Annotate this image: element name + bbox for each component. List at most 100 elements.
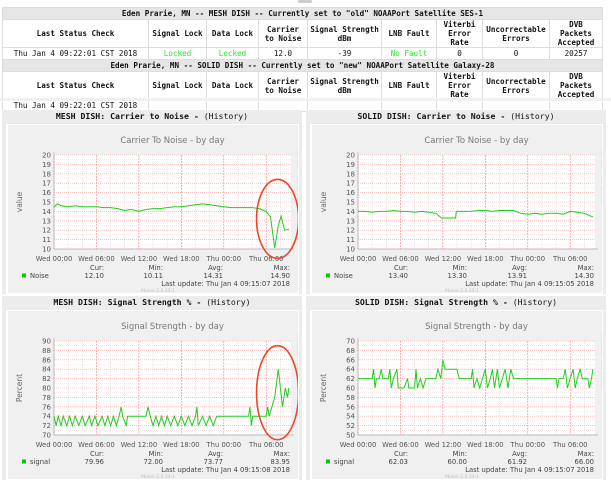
stat-label-cur: Cur: xyxy=(394,450,408,458)
column-header: Signal Strength dBm xyxy=(307,19,382,48)
x-tick-label: Wed 06:00 xyxy=(78,441,115,449)
rrdtool-watermark: RRDTOOL / TOBI OETIKER xyxy=(599,333,602,391)
stat-value-cur: 12.10 xyxy=(85,272,104,280)
stat-label-min: Min: xyxy=(453,264,467,272)
x-tick-label: Wed 00:00 xyxy=(340,441,377,449)
stat-value-max: 83.95 xyxy=(271,458,290,466)
column-header: Carrier to Noise xyxy=(258,19,308,48)
y-tick-label: 62 xyxy=(346,375,355,383)
y-tick-label: 50 xyxy=(346,432,355,440)
y-tick-label: 15 xyxy=(346,199,355,207)
y-tick-label: 68 xyxy=(346,347,355,355)
y-tick-label: 84 xyxy=(42,366,51,374)
x-tick-label: Thu 00:00 xyxy=(510,255,546,263)
legend-swatch xyxy=(326,273,330,278)
y-tick-label: 15 xyxy=(42,199,51,207)
x-tick-label: Thu 00:00 xyxy=(206,441,242,449)
x-tick-label: Wed 06:00 xyxy=(382,441,419,449)
last-update: Last update: Thu Jan 4 09:15:05 2018 xyxy=(465,280,594,288)
x-tick-label: Thu 00:00 xyxy=(510,441,546,449)
stat-value-min: 60.00 xyxy=(448,458,467,466)
stat-value-max: 66.00 xyxy=(575,458,594,466)
y-tick-label: 70 xyxy=(346,338,355,346)
legend-label: Noise xyxy=(30,272,49,280)
y-tick-label: 12 xyxy=(42,227,51,235)
y-tick-label: 16 xyxy=(346,189,355,197)
y-tick-label: 10 xyxy=(346,246,355,254)
column-header: Viterbi Error Rate xyxy=(436,71,483,100)
column-header: Data Lock xyxy=(206,71,259,100)
history-link[interactable]: (History) xyxy=(206,297,251,307)
chart-title: Carrier To Noise - by day xyxy=(424,136,528,146)
rrdtool-watermark: RRDTOOL / TOBI OETIKER xyxy=(295,333,298,391)
status-cell: 20257 xyxy=(549,47,603,60)
history-link[interactable]: (History) xyxy=(203,111,249,121)
chart-title: Signal Strength - by day xyxy=(425,322,528,332)
x-tick-label: Wed 12:00 xyxy=(425,441,462,449)
column-header: Last Status Check xyxy=(2,19,149,48)
y-tick-label: 64 xyxy=(346,366,355,374)
column-header: Uncorrectable Errors xyxy=(482,19,550,48)
history-link[interactable]: (History) xyxy=(512,297,558,307)
stat-label-cur: Cur: xyxy=(394,264,408,272)
history-link[interactable]: (History) xyxy=(510,111,555,121)
y-tick-label: 19 xyxy=(346,161,355,169)
stat-label-avg: Avg: xyxy=(208,264,223,272)
series-line-signal xyxy=(358,359,594,390)
column-header: Signal Lock xyxy=(148,19,207,48)
status-cell: -39 xyxy=(307,47,382,60)
column-header: Viterbi Error Rate xyxy=(436,19,483,48)
y-tick-label: 11 xyxy=(42,236,51,244)
y-tick-label: 20 xyxy=(346,152,355,160)
stat-value-min: 10.11 xyxy=(144,272,163,280)
graph-image[interactable]: 10 11 12 13 14 15 16 17 18 19 20 Wed 00:00 Wed 06:00… xyxy=(6,124,299,294)
panel-title: MESH DISH: Signal Strength % - xyxy=(53,297,202,307)
y-tick-label: 10 xyxy=(42,246,51,254)
series-line-noise xyxy=(53,203,290,249)
status-cell: 0 xyxy=(436,47,483,60)
stat-label-avg: Avg: xyxy=(208,450,223,458)
graph-image[interactable]: 10 11 12 13 14 15 16 17 18 19 20 Wed 00:00 Wed 06:00… xyxy=(310,124,603,294)
graph-image[interactable]: 50 52 54 56 58 60 62 64 66 68 70 Wed 00:00 Wed 06:00… xyxy=(310,310,603,480)
dish-title: Eden Prarie, MN -- SOLID DISH -- Current… xyxy=(2,59,603,72)
stat-label-avg: Avg: xyxy=(512,264,527,272)
stat-value-avg: 14.31 xyxy=(204,272,223,280)
y-tick-label: 18 xyxy=(42,170,51,178)
status-cell: Locked xyxy=(148,47,207,60)
column-header: Signal Lock xyxy=(148,71,207,100)
stat-label-cur: Cur: xyxy=(90,450,104,458)
stat-value-cur: 79.96 xyxy=(85,458,104,466)
y-tick-label: 52 xyxy=(346,422,355,430)
y-tick-label: 18 xyxy=(346,170,355,178)
column-header: LNB Fault xyxy=(381,19,437,48)
chart-title: Carrier To Noise - by day xyxy=(120,136,224,146)
status-cell: Thu Jan 4 09:22:01 CST 2018 xyxy=(2,47,149,60)
status-cell: 0 xyxy=(482,47,550,60)
x-tick-label: Wed 18:00 xyxy=(163,255,200,263)
stat-value-cur: 13.40 xyxy=(389,272,408,280)
divider xyxy=(0,98,611,101)
graph-image[interactable]: 70 72 74 76 78 80 82 84 86 88 90 Wed 00:00 Wed 06:00… xyxy=(6,310,299,480)
x-tick-label: Wed 18:00 xyxy=(467,255,504,263)
y-tick-label: 20 xyxy=(42,152,51,160)
stat-value-max: 14.30 xyxy=(575,272,594,280)
munin-version: Munin 2.0.33-1 xyxy=(445,474,479,479)
column-header: LNB Fault xyxy=(381,71,437,100)
y-tick-label: 14 xyxy=(346,208,355,216)
x-tick-label: Thu 06:00 xyxy=(552,255,588,263)
x-tick-label: Wed 18:00 xyxy=(467,441,504,449)
graph-panel: SOLID DISH: Signal Strength % - (History… xyxy=(306,296,606,480)
stat-value-max: 14.90 xyxy=(271,272,290,280)
x-tick-label: Thu 06:00 xyxy=(552,441,588,449)
panel-title: SOLID DISH: Carrier to Noise - xyxy=(357,111,506,121)
column-header: Carrier to Noise xyxy=(258,71,308,100)
x-tick-label: Wed 18:00 xyxy=(163,441,200,449)
legend-label: Noise xyxy=(334,272,353,280)
stat-label-cur: Cur: xyxy=(90,264,104,272)
status-cell: Locked xyxy=(206,47,259,60)
stat-label-max: Max: xyxy=(578,264,594,272)
x-tick-label: Thu 06:00 xyxy=(248,255,284,263)
y-tick-label: 78 xyxy=(42,394,51,402)
legend-swatch xyxy=(22,459,26,464)
